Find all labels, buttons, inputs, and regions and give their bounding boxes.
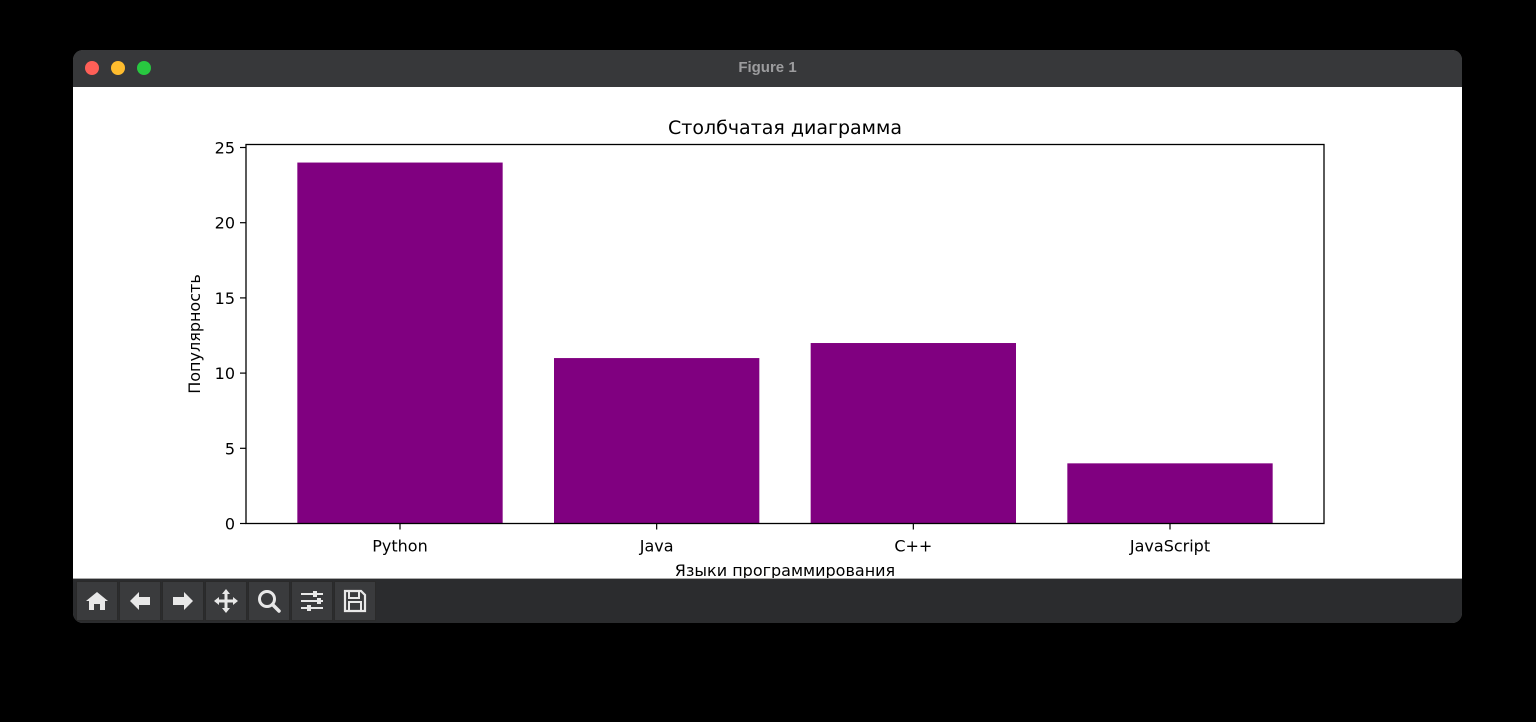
home-icon — [86, 592, 108, 610]
y-axis-label: Популярность — [185, 274, 204, 394]
back-button[interactable] — [119, 581, 161, 621]
y-tick-label: 5 — [225, 439, 235, 458]
save-button[interactable] — [334, 581, 376, 621]
window-title: Figure 1 — [738, 59, 797, 76]
x-tick-label: Python — [372, 537, 427, 556]
y-tick-label: 15 — [215, 289, 235, 308]
back-arrow-icon — [130, 592, 150, 610]
bar-chart: Столбчатая диаграмма 0 5 10 15 20 25 Python Ja… — [185, 117, 1325, 578]
x-tick-label: JavaScript — [1129, 537, 1210, 556]
y-tick-label: 0 — [225, 515, 235, 534]
configure-subplots-button[interactable] — [291, 581, 333, 621]
minimize-window-button[interactable] — [111, 61, 125, 75]
chart-title: Столбчатая диаграмма — [668, 117, 902, 139]
figure-canvas[interactable]: Столбчатая диаграмма 0 5 10 15 20 25 Python Ja… — [73, 87, 1462, 578]
x-axis: Python Java C++ JavaScript — [372, 523, 1210, 556]
close-window-button[interactable] — [85, 61, 99, 75]
bar-javascript — [1067, 463, 1273, 524]
x-tick-label: Java — [639, 537, 674, 556]
title-bar[interactable]: Figure 1 — [73, 50, 1462, 87]
zoom-magnifier-icon — [258, 590, 281, 613]
bars-group — [297, 162, 1273, 524]
y-axis: 0 5 10 15 20 25 — [215, 139, 246, 534]
zoom-button[interactable] — [248, 581, 290, 621]
forward-arrow-icon — [173, 592, 193, 610]
plot-frame — [245, 143, 1325, 525]
forward-button[interactable] — [162, 581, 204, 621]
pan-move-icon — [214, 589, 238, 613]
maximize-window-button[interactable] — [137, 61, 151, 75]
pan-button[interactable] — [205, 581, 247, 621]
home-button[interactable] — [76, 581, 118, 621]
bar-c- — [810, 343, 1016, 524]
bar-python — [297, 162, 503, 524]
x-tick-label: C++ — [894, 537, 932, 556]
navigation-toolbar — [73, 578, 1462, 623]
y-tick-label: 10 — [215, 364, 235, 383]
save-floppy-icon — [343, 589, 367, 613]
x-axis-label: Языки программирования — [675, 561, 895, 578]
configure-subplots-icon — [301, 591, 323, 611]
figure-window: Figure 1 Столбчатая диаграмма 0 5 10 15 20 25… — [73, 50, 1462, 623]
y-tick-label: 25 — [215, 139, 235, 158]
bar-java — [554, 358, 760, 524]
y-tick-label: 20 — [215, 214, 235, 233]
